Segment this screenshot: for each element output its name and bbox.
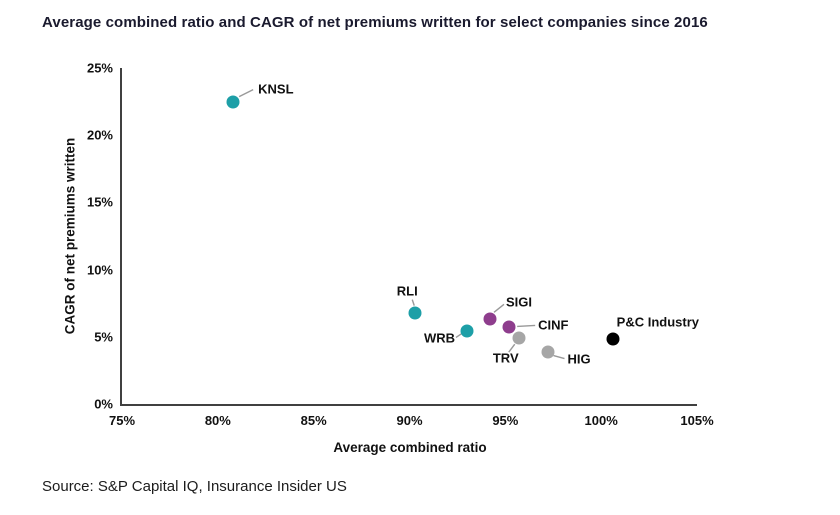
x-tick-label: 100% [584,413,618,428]
x-tick-label: 90% [396,413,423,428]
leader-line-hig [553,354,565,360]
data-point-cinf [502,320,516,334]
data-point-wrb [460,324,474,338]
y-tick-label: 15% [86,194,113,210]
data-point-sigi [483,312,497,326]
data-point-p-c-industry [606,332,620,346]
x-tick-label: 75% [108,413,136,428]
data-point-trv [512,331,526,345]
data-point-hig [541,345,554,359]
y-tick-label: 5% [94,329,113,345]
point-label-cinf: CINF [538,317,569,333]
leader-lines [238,88,565,360]
plot-area: 0% 5% 10% 15% 20% 25% 75% 80% 85% 90% 95% 100% 105% K… [87,61,714,429]
y-tick-label: 10% [86,262,113,278]
y-axis-line [120,68,122,406]
point-label-p-c-industry: P&C Industry [616,314,699,330]
x-tick-label: 85% [300,413,327,428]
data-point-knsl [226,95,240,109]
leader-line-trv [508,343,516,353]
source-note: Source: S&P Capital IQ, Insurance Inside… [42,478,347,495]
leader-line-rli [411,299,415,306]
data-point-rli [408,306,422,320]
point-label-knsl: KNSL [258,81,294,97]
point-label-wrb: WRB [423,330,455,346]
point-label-rli: RLI [396,283,418,299]
x-tick-label: 95% [492,413,519,428]
leader-line-knsl [238,88,254,98]
point-label-hig: HIG [567,351,591,367]
point-label-sigi: SIGI [506,294,533,310]
y-axis-title: CAGR of net premiums written [62,137,78,335]
x-axis-line [120,404,697,406]
chart-title: Average combined ratio and CAGR of net p… [42,14,708,31]
x-tick-label: 105% [680,413,714,428]
y-tick-label: 0% [94,396,113,412]
leader-line-sigi [493,303,505,313]
x-axis-title: Average combined ratio [333,440,487,455]
leader-line-cinf [517,324,536,328]
point-label-trv: TRV [492,350,519,366]
y-tick-label: 25% [86,60,113,76]
x-tick-label: 80% [204,413,231,428]
y-tick-label: 20% [86,127,113,143]
